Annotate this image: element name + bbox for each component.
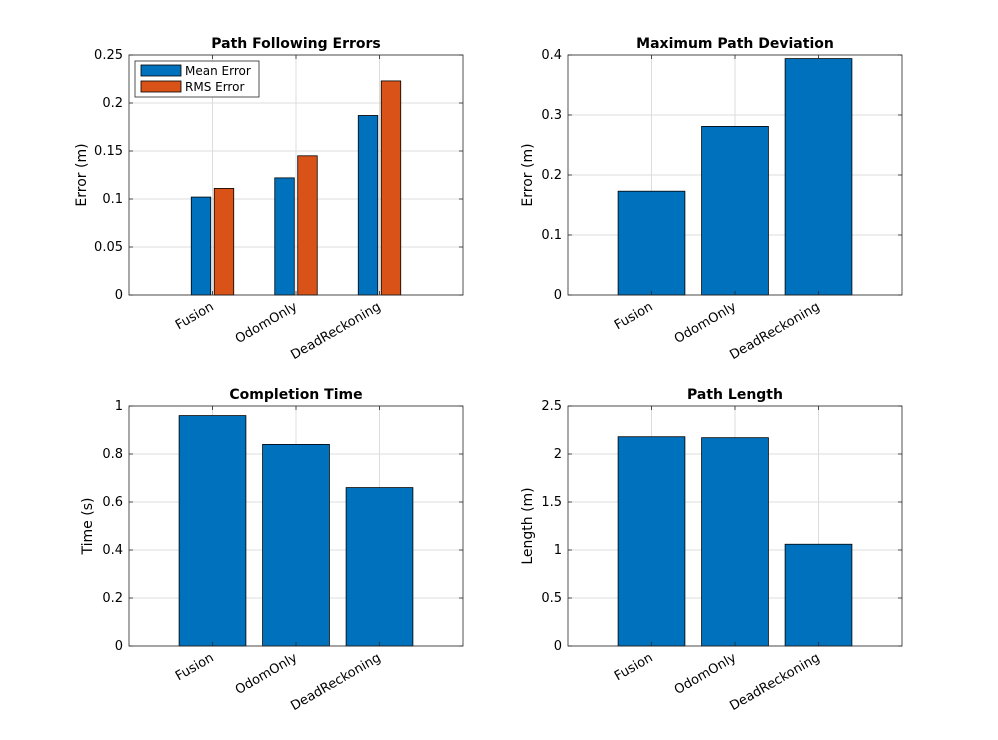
bar-odomonly (262, 443, 330, 647)
y-tick-label: 0 (115, 639, 123, 654)
bar-odomonly (701, 126, 769, 296)
legend-swatch (140, 64, 182, 77)
y-tick-label: 0.6 (102, 495, 123, 510)
y-tick-label: 0.4 (541, 48, 562, 63)
bar-fusion (617, 436, 686, 647)
y-tick-label: 0.8 (102, 447, 123, 462)
bar-mean-error-deadreckoning (357, 115, 379, 296)
y-tick-label: 0.5 (541, 591, 562, 606)
bar-odomonly (701, 437, 769, 647)
y-axis-label: Time (s) (80, 498, 96, 556)
bar-rms-error-odomonly (297, 155, 318, 296)
y-tick-label: 0.2 (102, 591, 123, 606)
y-tick-label: 0.05 (94, 240, 123, 255)
y-tick-label: 0.4 (102, 543, 123, 558)
legend-label: RMS Error (185, 80, 244, 94)
legend-swatch (140, 80, 182, 93)
legend-label: Mean Error (185, 64, 251, 78)
y-tick-label: 0 (554, 288, 562, 303)
y-tick-label: 0.1 (102, 192, 123, 207)
y-tick-label: 0.3 (541, 108, 562, 123)
bar-rms-error-deadreckoning (380, 80, 402, 296)
chart-title: Completion Time (229, 387, 362, 403)
y-tick-label: 0.1 (541, 228, 562, 243)
y-tick-label: 0 (554, 639, 562, 654)
y-tick-label: 2.5 (541, 399, 562, 414)
bar-fusion (178, 415, 247, 647)
chart-title: Path Following Errors (211, 36, 381, 52)
y-tick-label: 0 (115, 288, 123, 303)
y-tick-label: 1 (554, 543, 562, 558)
y-tick-label: 1 (115, 399, 123, 414)
y-tick-label: 2 (554, 447, 562, 462)
y-tick-label: 0.25 (94, 48, 123, 63)
bar-fusion (617, 190, 686, 296)
legend: Mean Error RMS Error (134, 60, 260, 98)
y-tick-label: 0.2 (541, 168, 562, 183)
y-axis-label: Length (m) (520, 487, 536, 564)
chart-title: Path Length (687, 387, 783, 403)
bar-deadreckoning (784, 58, 853, 296)
y-tick-label: 0.15 (94, 144, 123, 159)
y-tick-label: 0.2 (102, 96, 123, 111)
y-axis-label: Error (m) (520, 143, 536, 206)
chart-title: Maximum Path Deviation (636, 36, 834, 52)
y-tick-label: 1.5 (541, 495, 562, 510)
bar-deadreckoning (345, 487, 414, 647)
bar-mean-error-fusion (190, 196, 212, 296)
bar-mean-error-odomonly (274, 177, 295, 296)
y-axis-label: Error (m) (74, 143, 90, 206)
bar-deadreckoning (784, 543, 853, 647)
bar-rms-error-fusion (213, 188, 235, 296)
